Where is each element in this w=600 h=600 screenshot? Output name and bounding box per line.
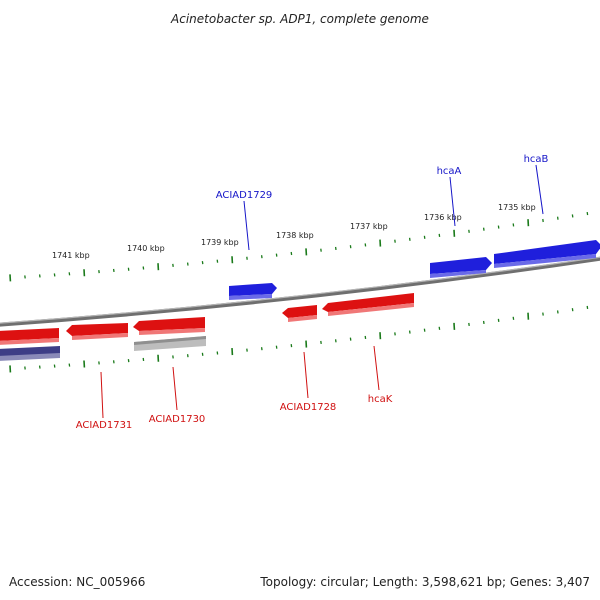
gene-unlabeled-reverse[interactable]	[282, 305, 317, 322]
scale-label-1736: 1736 kbp	[424, 213, 462, 222]
pseudogene-feature[interactable]	[134, 336, 206, 351]
label-ACIAD1729[interactable]: ACIAD1729	[216, 190, 273, 201]
label-hcaB[interactable]: hcaB	[524, 154, 549, 165]
scale-label-1738: 1738 kbp	[276, 231, 314, 240]
scale-label-1740: 1740 kbp	[127, 244, 165, 253]
scale-label-1737: 1737 kbp	[350, 222, 388, 231]
leader-ACIAD1729	[243, 200, 250, 251]
gene-hcaB[interactable]	[494, 240, 600, 268]
label-ACIAD1731[interactable]: ACIAD1731	[76, 420, 133, 431]
leader-ACIAD1731	[100, 371, 104, 419]
scale-label-1741: 1741 kbp	[52, 251, 90, 260]
forward-tick-track	[9, 211, 589, 282]
gene-ACIAD1731[interactable]	[66, 323, 128, 340]
leader-ACIAD1730	[172, 366, 178, 411]
leader-ACIAD1728	[303, 351, 309, 399]
label-ACIAD1730[interactable]: ACIAD1730	[149, 414, 206, 425]
genome-backbone	[0, 256, 600, 327]
gene-ACIAD1730[interactable]	[133, 317, 205, 335]
label-hcaA[interactable]: hcaA	[437, 166, 462, 177]
gene-partial-left[interactable]	[0, 328, 59, 345]
genome-title: Acinetobacter sp. ADP1, complete genome	[170, 12, 429, 26]
label-ACIAD1728[interactable]: ACIAD1728	[280, 402, 337, 413]
leader-hcaA	[449, 176, 456, 227]
gene-hcaK[interactable]	[322, 293, 414, 316]
scale-label-1735: 1735 kbp	[498, 203, 536, 212]
label-hcaK[interactable]: hcaK	[368, 394, 393, 405]
scale-label-1739: 1739 kbp	[201, 238, 239, 247]
genome-backbone-highlight	[0, 256, 600, 324]
leader-hcaB	[535, 164, 544, 215]
gene-hcaA[interactable]	[430, 257, 492, 278]
leader-hcaK	[373, 345, 380, 391]
accession-text: Accession: NC_005966	[9, 575, 146, 589]
topology-text: Topology: circular; Length: 3,598,621 bp…	[260, 575, 590, 589]
gene-ACIAD1729[interactable]	[229, 283, 277, 300]
other-track-feature[interactable]	[0, 346, 60, 361]
reverse-tick-track	[9, 305, 589, 373]
